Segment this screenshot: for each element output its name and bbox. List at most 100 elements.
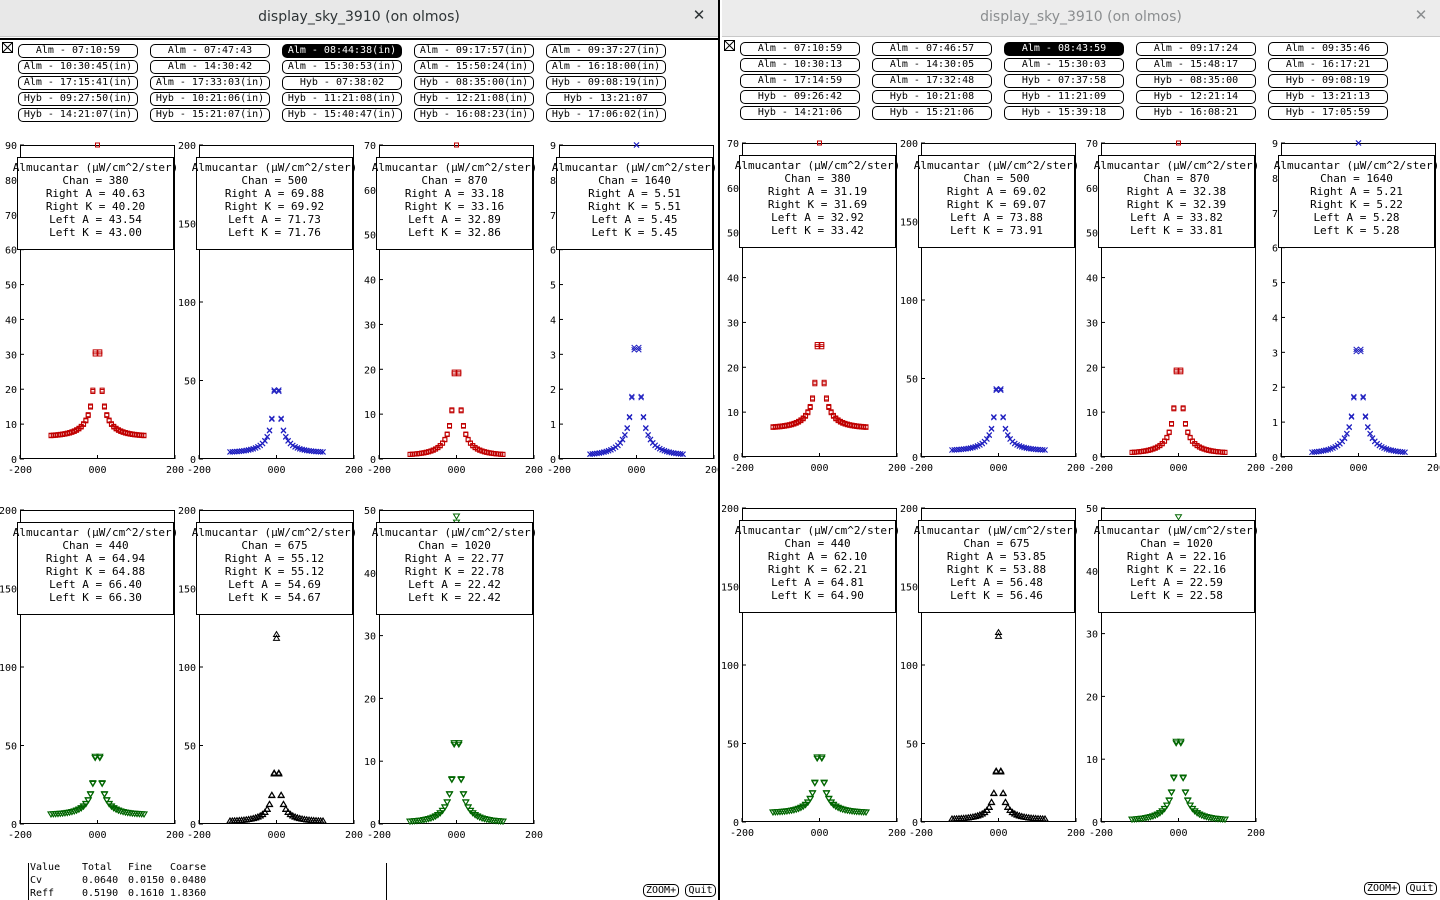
close-icon[interactable]: ✕ <box>1414 6 1428 24</box>
zoom-button[interactable]: ZOOM+ <box>1364 882 1400 895</box>
measurement-buttons: Alm - 07:10:59 Alm - 07:47:43 Alm - 08:44:… <box>18 44 666 122</box>
measurement-button[interactable]: Alm - 15:30:53(in) <box>282 60 402 74</box>
measurement-button[interactable]: Alm - 17:15:41(in) <box>18 76 138 90</box>
measurement-button[interactable]: Alm - 07:10:59 <box>740 42 860 56</box>
legend-chan: Chan = 380 <box>62 174 128 187</box>
titlebar[interactable]: display_sky_3910 (on olmos) ✕ <box>0 0 718 37</box>
measurement-button[interactable]: Hyb - 09:08:19(in) <box>546 76 666 90</box>
data-point <box>1348 413 1355 420</box>
checkbox-icon[interactable] <box>2 42 13 53</box>
measurement-button[interactable]: Alm - 17:32:48 <box>872 74 992 88</box>
measurement-button[interactable]: Hyb - 16:08:21 <box>1136 106 1256 120</box>
measurement-button[interactable]: Hyb - 11:21:08(in) <box>282 92 402 106</box>
data-point <box>1162 802 1171 810</box>
measurement-button[interactable]: Alm - 07:47:43 <box>150 44 270 58</box>
data-point <box>986 432 993 439</box>
measurement-button[interactable]: Alm - 10:30:13 <box>740 58 860 72</box>
data-point <box>464 804 473 812</box>
measurement-button[interactable]: Hyb - 15:39:18 <box>1004 106 1124 120</box>
measurement-button[interactable]: Alm - 15:30:03 <box>1004 58 1124 72</box>
measurement-button[interactable]: Alm - 07:10:59 <box>18 44 138 58</box>
y-tick-label: 100 <box>900 661 918 672</box>
legend-chan: Chan = 380 <box>784 172 850 185</box>
measurement-button[interactable]: Alm - 09:35:46 <box>1268 42 1388 56</box>
measurement-button[interactable]: Hyb - 10:21:08 <box>872 90 992 104</box>
measurement-button[interactable]: Hyb - 13:21:13 <box>1268 90 1388 104</box>
legend-right-a: Right A = 55.12 <box>225 552 324 565</box>
measurement-button[interactable]: Alm - 08:43:59 <box>1004 42 1124 56</box>
measurement-button[interactable]: Hyb - 08:35:00(in) <box>414 76 534 90</box>
checkbox-icon[interactable] <box>724 40 735 51</box>
y-tick-label: 70 <box>5 211 17 222</box>
measurement-button[interactable]: Hyb - 15:40:47(in) <box>282 108 402 122</box>
measurement-button[interactable]: Alm - 15:50:24(in) <box>414 60 534 74</box>
chart-675: 0 50 100 150 200 -200 000 200 Almucantar (µW/cm^… <box>900 504 1085 839</box>
legend-title: Almucantar (µW/cm^2/ster) <box>192 161 358 174</box>
measurement-button[interactable]: Alm - 15:48:17 <box>1136 58 1256 72</box>
legend-value: 66.40 <box>109 578 142 591</box>
legend-label: Left K = <box>591 226 651 239</box>
measurement-button[interactable]: Hyb - 08:35:00 <box>1136 74 1256 88</box>
data-point <box>1353 348 1360 355</box>
measurement-button[interactable]: Hyb - 11:21:09 <box>1004 90 1124 104</box>
measurement-button[interactable]: Alm - 07:46:57 <box>872 42 992 56</box>
measurement-button[interactable]: Hyb - 09:26:42 <box>740 90 860 104</box>
measurement-button[interactable]: Hyb - 17:06:02(in) <box>546 108 666 122</box>
measurement-button[interactable]: Alm - 09:17:24 <box>1136 42 1256 56</box>
measurement-button[interactable]: Alm - 09:17:57(in) <box>414 44 534 58</box>
data-point <box>989 789 998 797</box>
measurement-button[interactable]: Hyb - 12:21:14 <box>1136 90 1256 104</box>
legend-title: Almucantar (µW/cm^2/ster) <box>13 526 179 539</box>
measurement-button[interactable]: Hyb - 14:21:06 <box>740 106 860 120</box>
data-point <box>458 408 464 414</box>
chart-380: 0 10 20 30 40 50 60 70 80 90 -200 000 200 Almucantar … <box>5 141 184 476</box>
measurement-button[interactable]: Alm - 14:30:42 <box>150 60 270 74</box>
legend-right-k: Right K = 69.07 <box>947 198 1046 211</box>
measurement-button[interactable]: Hyb - 14:21:07(in) <box>18 108 138 122</box>
measurement-button[interactable]: Alm - 17:33:03(in) <box>150 76 270 90</box>
measurement-button[interactable]: Hyb - 10:21:06(in) <box>150 92 270 106</box>
data-point <box>271 387 278 393</box>
data-point <box>436 810 445 817</box>
legend-box <box>1098 155 1255 248</box>
measurement-button[interactable]: Hyb - 16:08:23(in) <box>414 108 534 122</box>
measurement-button[interactable]: Hyb - 13:21:07 <box>546 92 666 106</box>
measurement-button[interactable]: Hyb - 15:21:07(in) <box>150 108 270 122</box>
legend-value: 5.28 <box>1373 224 1400 237</box>
data-point <box>626 413 633 420</box>
measurement-button[interactable]: Alm - 14:30:05 <box>872 58 992 72</box>
y-tick-label: 60 <box>1086 184 1098 195</box>
close-icon[interactable]: ✕ <box>692 6 706 24</box>
legend-value: 1640 <box>644 174 671 187</box>
titlebar[interactable]: display_sky_3910 (on olmos) ✕ <box>722 0 1440 37</box>
quit-button[interactable]: Quit <box>685 884 716 897</box>
legend-value: 71.76 <box>288 226 321 239</box>
data-point <box>810 396 816 402</box>
legend-right-a: Right A = 69.88 <box>225 187 324 200</box>
measurement-button[interactable]: Alm - 10:30:45(in) <box>18 60 138 74</box>
legend-left-k: Left K = 56.46 <box>950 589 1043 602</box>
measurement-button[interactable]: Alm - 16:18:00(in) <box>546 60 666 74</box>
legend-label: Left K = <box>771 224 831 237</box>
measurement-button[interactable]: Hyb - 09:27:50(in) <box>18 92 138 106</box>
legend-label: Right A = <box>225 187 291 200</box>
measurement-button[interactable]: Hyb - 09:08:19 <box>1268 74 1388 88</box>
legend-title: Almucantar (µW/cm^2/ster) <box>372 161 538 174</box>
measurement-button[interactable]: Alm - 16:17:21 <box>1268 58 1388 72</box>
y-tick-label: 0 <box>912 453 918 464</box>
quit-button[interactable]: Quit <box>1406 882 1437 895</box>
measurement-button[interactable]: Hyb - 12:21:08(in) <box>414 92 534 106</box>
measurement-button[interactable]: Hyb - 15:21:06 <box>872 106 992 120</box>
stats-header-fine: Fine <box>128 862 153 873</box>
data-point <box>834 805 842 812</box>
measurement-button[interactable]: Alm - 17:14:59 <box>740 74 860 88</box>
measurement-button[interactable]: Hyb - 07:38:02 <box>282 76 402 90</box>
legend-chan: Chan = 440 <box>784 537 850 550</box>
zoom-button[interactable]: ZOOM+ <box>643 884 679 897</box>
measurement-button[interactable]: Hyb - 17:05:59 <box>1268 106 1388 120</box>
measurement-button[interactable]: Alm - 09:37:27(in) <box>546 44 666 58</box>
legend-value: 73.88 <box>1010 211 1043 224</box>
measurement-button[interactable]: Hyb - 07:37:58 <box>1004 74 1124 88</box>
legend-chan: Chan = 1640 <box>598 174 671 187</box>
measurement-button[interactable]: Alm - 08:44:38(in) <box>282 44 402 58</box>
